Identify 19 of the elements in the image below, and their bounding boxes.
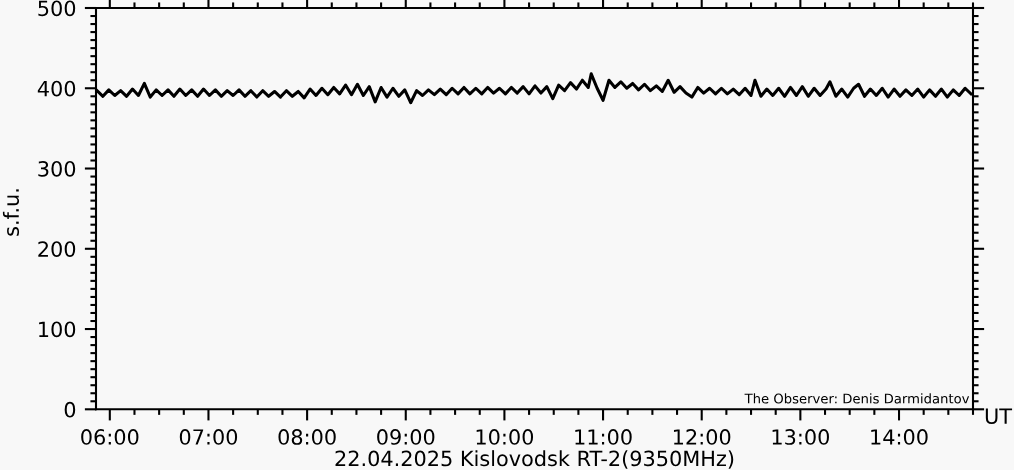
x-tick-label: 07:00 xyxy=(179,429,238,445)
x-tick-label: 10:00 xyxy=(476,429,534,445)
y-tick-label: 500 xyxy=(38,0,76,17)
x-tick-label: 09:00 xyxy=(377,429,435,445)
x-tick-label: 13:00 xyxy=(772,429,829,445)
y-tick-label: 300 xyxy=(38,160,76,177)
y-tick-label: 400 xyxy=(37,80,76,97)
annotation: The Observer: Denis Darmidantov xyxy=(744,393,970,404)
x-tick-label: 12:00 xyxy=(673,429,731,445)
x-tick-label: 08:00 xyxy=(278,429,336,445)
x-tick-label: 06:00 xyxy=(81,429,139,445)
y-tick-label: 0 xyxy=(64,401,76,418)
text: 22.04.2025 Kislovodsk RT-2(9350MHz) xyxy=(335,450,734,469)
y-tick-label: 200 xyxy=(38,241,76,257)
x-axis-title: UT xyxy=(985,408,1013,425)
y-tick-label: 100 xyxy=(39,321,76,338)
x-tick-label: 14:00 xyxy=(871,429,928,445)
y-axis-title: s.f.u. xyxy=(2,189,20,236)
x-tick-label: 11:00 xyxy=(575,429,632,445)
